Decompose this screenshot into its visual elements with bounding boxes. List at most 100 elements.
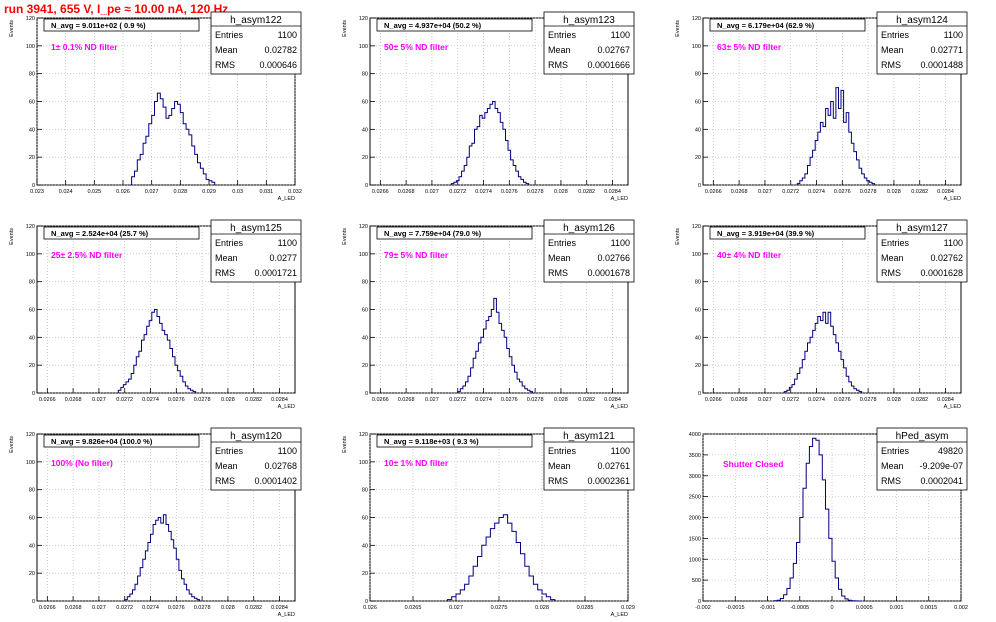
navg-box [376, 18, 533, 32]
histogram-line [783, 311, 863, 393]
x-tick-label: 0.0274 [808, 189, 825, 195]
stats-key: Entries [881, 30, 910, 40]
y-tick-label: 0 [32, 599, 35, 605]
x-tick-label: 0.0266 [39, 605, 56, 611]
shutter-label: Shutter Closed [723, 459, 783, 469]
y-tick-label: 120 [359, 16, 368, 22]
y-tick-label: 60 [29, 100, 35, 106]
navg-label: N_avg = 7.759e+04 (79.0 %) [384, 229, 482, 238]
x-tick-label: 0.024 [59, 189, 73, 195]
stats-key: Mean [215, 45, 238, 55]
y-tick-label: 80 [695, 280, 701, 286]
x-tick-label: 0.001 [890, 605, 904, 611]
navg-box [709, 18, 866, 32]
x-tick-label: 0.0276 [168, 605, 185, 611]
y-tick-label: 120 [692, 16, 701, 22]
filter-label: 10± 1% ND filter [384, 458, 449, 468]
stats-key: Mean [548, 253, 571, 263]
y-tick-label: 100 [26, 252, 35, 258]
x-tick-label: 0.0274 [475, 397, 492, 403]
stats-value: 1100 [944, 238, 963, 248]
x-tick-label: 0.028 [554, 397, 568, 403]
histogram-line [796, 87, 876, 185]
x-tick-label: 0.0274 [142, 397, 159, 403]
x-tick-label: 0.0272 [449, 397, 466, 403]
histogram-line [457, 297, 536, 394]
histogram-name: h_asym120 [230, 431, 282, 442]
histogram-name: h_asym121 [563, 431, 615, 442]
y-tick-label: 100 [692, 44, 701, 50]
y-axis-title: Events [342, 20, 348, 37]
x-tick-label: 0.0266 [372, 189, 389, 195]
y-tick-label: 0 [32, 183, 35, 189]
stats-key: Entries [548, 30, 577, 40]
y-tick-label: 500 [692, 578, 701, 584]
filter-label: 79± 5% ND filter [384, 250, 449, 260]
stats-key: RMS [881, 60, 901, 70]
y-tick-label: 60 [362, 516, 368, 522]
x-tick-label: 0.0282 [578, 189, 595, 195]
x-tick-label: 0.025 [87, 189, 101, 195]
y-tick-label: 40 [29, 335, 35, 341]
x-tick-label: 0.0278 [527, 189, 544, 195]
stats-value: 1100 [611, 30, 630, 40]
x-tick-label: 0.027 [425, 397, 439, 403]
y-tick-label: 20 [362, 155, 368, 161]
x-tick-label: 0.027 [145, 189, 159, 195]
histogram-name: h_asym123 [563, 15, 615, 26]
histogram-line [117, 309, 197, 393]
x-tick-label: 0.027 [92, 605, 106, 611]
y-tick-label: 80 [29, 488, 35, 494]
stats-box [210, 427, 302, 491]
navg-box [709, 226, 866, 240]
y-axis-title: Events [675, 20, 681, 37]
stats-key: Mean [215, 461, 238, 471]
histogram-line [450, 101, 530, 185]
navg-box [43, 434, 200, 448]
navg-label: N_avg = 9.826e+04 (100.0 %) [51, 437, 153, 446]
x-tick-label: 0.0276 [501, 189, 518, 195]
x-tick-label: 0.028 [554, 189, 568, 195]
stats-key: Entries [215, 238, 244, 248]
stats-key: Mean [881, 45, 904, 55]
x-axis-title: A_LED [278, 196, 295, 202]
stats-key: Mean [548, 461, 571, 471]
y-tick-label: 20 [29, 571, 35, 577]
stats-value: 0.0001488 [920, 60, 963, 70]
histogram-panel: 0.0266 0.0268 0.027 0.0272 0.0274 0.0276 0.027… [342, 219, 635, 410]
stats-key: RMS [215, 60, 235, 70]
stats-value: 0.0001721 [254, 268, 297, 278]
x-tick-label: 0.0278 [194, 397, 211, 403]
y-tick-label: 3500 [689, 453, 701, 459]
stats-box [876, 219, 968, 283]
x-tick-label: 0.023 [30, 189, 44, 195]
y-axis-title: Events [9, 228, 15, 245]
x-tick-label: 0 [830, 605, 833, 611]
y-tick-label: 1000 [689, 557, 701, 563]
histogram-name: h_asym124 [896, 15, 948, 26]
stats-box [876, 11, 968, 75]
x-axis-title: A_LED [278, 612, 295, 618]
y-tick-label: 40 [695, 127, 701, 133]
navg-label: N_avg = 3.919e+04 (39.9 %) [717, 229, 815, 238]
x-axis-title: A_LED [944, 404, 961, 410]
y-tick-label: 60 [695, 100, 701, 106]
histogram-name: h_asym126 [563, 223, 615, 234]
histogram-panel: 0.0266 0.0268 0.027 0.0272 0.0274 0.0276 0.027… [342, 11, 635, 202]
stats-value: 0.02782 [264, 45, 297, 55]
x-tick-label: 0.0282 [911, 189, 928, 195]
x-tick-label: 0.0268 [398, 397, 415, 403]
stats-key: RMS [881, 476, 901, 486]
filter-label: 1± 0.1% ND filter [51, 42, 118, 52]
x-tick-label: 0.031 [259, 189, 273, 195]
x-tick-label: 0.0275 [491, 605, 508, 611]
y-tick-label: 80 [29, 280, 35, 286]
x-tick-label: 0.0285 [577, 605, 594, 611]
y-tick-label: 4000 [689, 432, 701, 438]
histogram-panel: 0.023 0.024 0.025 0.026 0.027 0.028 0.029 0.03 0… [9, 11, 302, 202]
stats-value: 1100 [944, 30, 963, 40]
y-tick-label: 0 [698, 391, 701, 397]
navg-box [43, 18, 200, 32]
y-tick-label: 0 [698, 183, 701, 189]
x-tick-label: 0.0272 [449, 189, 466, 195]
